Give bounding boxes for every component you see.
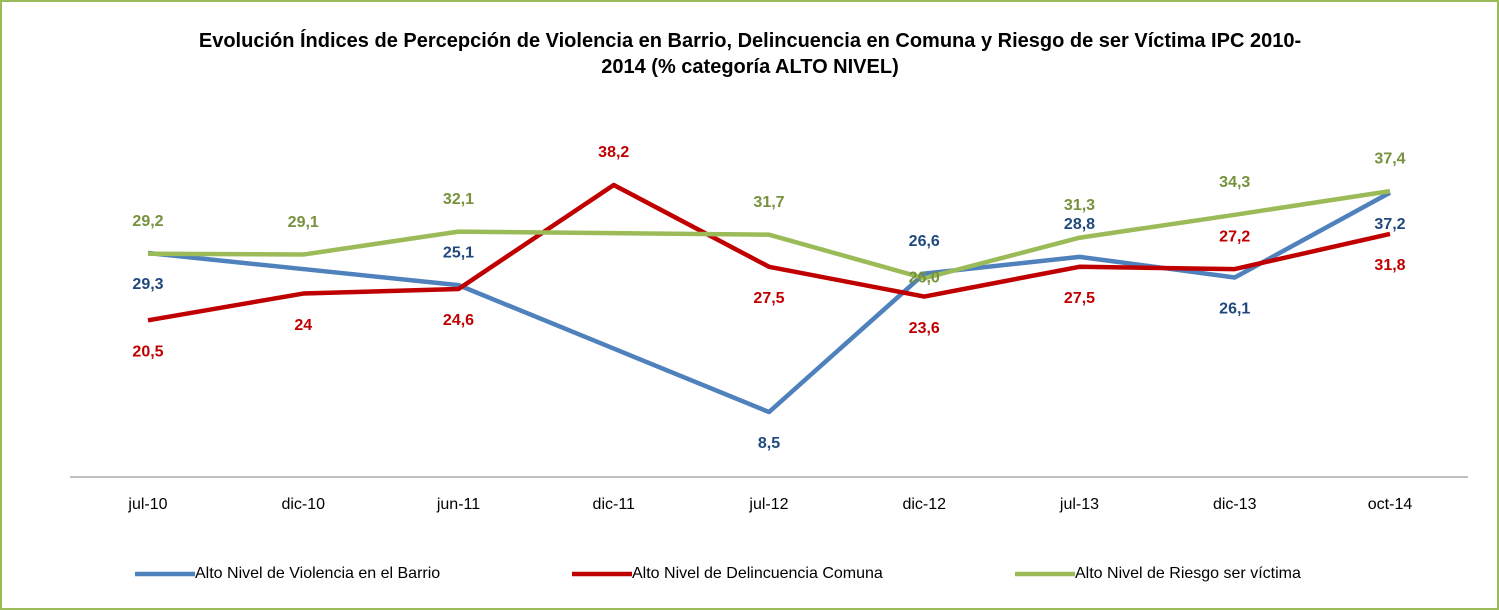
legend-label: Alto Nivel de Riesgo ser víctima: [1075, 565, 1301, 582]
x-tick-label: dic-12: [902, 496, 946, 513]
x-tick-label: dic-11: [593, 496, 635, 513]
data-label: 27,2: [1219, 228, 1250, 245]
data-label: 23,6: [909, 320, 940, 337]
series-line: [147, 188, 1391, 281]
data-label: 31,7: [753, 194, 784, 211]
data-label: 26,0: [909, 269, 940, 286]
data-label: 34,3: [1219, 174, 1250, 191]
series-line: [147, 182, 1391, 323]
data-label: 38,2: [598, 144, 629, 161]
x-tick-label: jul-10: [127, 496, 167, 513]
chart-title: Evolución Índices de Percepción de Viole…: [198, 30, 1302, 78]
data-label: 24,6: [443, 312, 474, 329]
data-label: 29,3: [132, 276, 163, 293]
data-label: 24: [294, 317, 312, 334]
data-label: 20,5: [132, 344, 163, 361]
legend-label: Alto Nivel de Violencia en el Barrio: [195, 565, 440, 582]
x-tick-label: dic-13: [1213, 496, 1257, 513]
data-label: 31,8: [1374, 257, 1405, 274]
data-label: 31,3: [1064, 197, 1095, 214]
x-tick-label: jun-11: [436, 496, 480, 513]
data-label: 28,8: [1064, 216, 1095, 233]
data-label: 27,5: [1064, 290, 1095, 307]
data-label: 8,5: [758, 435, 780, 452]
data-label: 29,1: [288, 214, 319, 231]
data-label: 26,1: [1219, 301, 1250, 318]
data-label: 27,5: [753, 290, 784, 307]
x-tick-label: oct-14: [1368, 496, 1413, 513]
legend-label: Alto Nivel de Delincuencia Comuna: [632, 565, 883, 582]
data-label: 26,6: [909, 233, 940, 250]
data-label: 37,2: [1374, 216, 1405, 233]
x-tick-label: jul-13: [1059, 496, 1099, 513]
x-tick-label: dic-10: [281, 496, 325, 513]
series-line: [147, 190, 1392, 415]
data-label: 25,1: [443, 244, 474, 261]
title-box: Evolución Índices de Percepción de Viole…: [198, 30, 1302, 78]
data-label: 37,4: [1374, 150, 1405, 167]
data-label: 32,1: [443, 191, 474, 208]
data-label: 29,2: [132, 213, 163, 230]
x-tick-label: jul-12: [748, 496, 788, 513]
